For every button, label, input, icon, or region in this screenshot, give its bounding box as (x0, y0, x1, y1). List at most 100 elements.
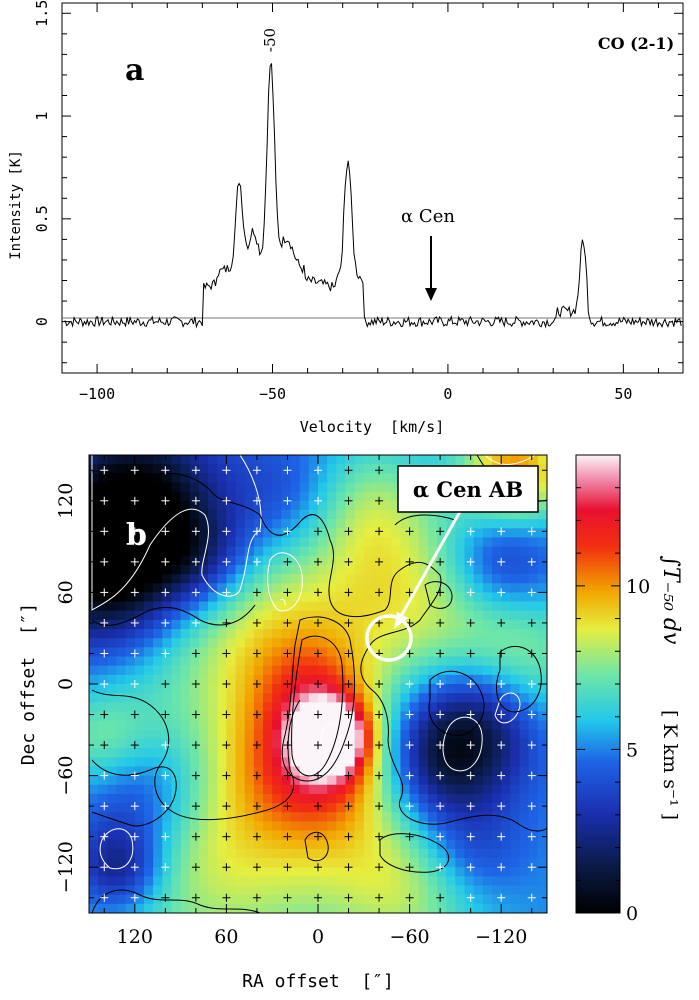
map-cell (235, 665, 246, 676)
map-cell (244, 647, 255, 658)
map-cell (372, 601, 383, 612)
map-cell (153, 830, 163, 841)
map-cell (281, 894, 292, 905)
map-cell (409, 574, 420, 584)
map-cell (189, 720, 200, 731)
map-cell (455, 647, 466, 658)
map-cell (437, 803, 447, 813)
map-cell (180, 656, 191, 667)
map-cell (171, 601, 182, 612)
map-cell (226, 610, 237, 621)
spectrum-ylabel: Intensity [K] (8, 150, 24, 260)
map-cell (226, 821, 237, 832)
map-cell (226, 812, 237, 822)
alpha-cen-label: α Cen (401, 206, 455, 227)
map-cell (134, 784, 145, 795)
map-cell (528, 455, 539, 465)
map-cell (253, 656, 264, 667)
map-cell (217, 482, 227, 493)
map-cell (281, 500, 292, 511)
map-cell (98, 564, 108, 575)
map-cell (290, 592, 301, 603)
contour-black-13 (91, 889, 261, 913)
map-cell (253, 464, 264, 474)
map-cell (107, 464, 118, 474)
map-cell (482, 885, 493, 896)
map-cell (98, 748, 108, 758)
map-cell (391, 665, 402, 676)
map-cell (89, 848, 99, 859)
map-cell (400, 757, 411, 768)
map-cell (98, 509, 108, 520)
map-cell (89, 619, 99, 630)
map-cell (235, 519, 246, 529)
map-cell (162, 638, 173, 648)
map-cell (455, 674, 466, 685)
map-cell (107, 867, 118, 877)
map-cell (354, 629, 365, 639)
map-cell (318, 500, 328, 511)
panel-label-b: b (126, 518, 147, 553)
map-cell (382, 564, 392, 575)
map-cell (464, 619, 475, 630)
map-cell (400, 519, 411, 529)
map-cell (464, 656, 475, 667)
map-cell (143, 894, 154, 905)
map-cell (363, 537, 374, 548)
map-cell (189, 793, 200, 804)
map-cell (437, 455, 447, 465)
map-cell (492, 555, 502, 566)
map-cell (382, 555, 392, 566)
map-cell (464, 684, 475, 694)
map-cell (217, 821, 227, 832)
map-cell (116, 693, 127, 703)
map-cell (208, 464, 218, 474)
map-cell (290, 500, 301, 511)
map-cell (263, 766, 273, 777)
map-cell (473, 885, 484, 896)
map-cell (446, 903, 456, 913)
spectrum-x-tick-label: 50 (614, 385, 632, 403)
map-cell (473, 839, 484, 850)
map-cell (528, 528, 539, 539)
map-cell (464, 738, 475, 749)
map-cell (281, 473, 292, 484)
map-cell (217, 858, 227, 868)
map-cell (318, 665, 328, 676)
map-cell (253, 519, 264, 529)
map-cell (519, 793, 530, 804)
map-cell (198, 464, 209, 474)
map-cell (427, 583, 438, 593)
map-cell (492, 793, 502, 804)
map-cell (134, 455, 145, 465)
map-cell (354, 674, 365, 685)
map-cell (409, 885, 420, 896)
map-cell (244, 858, 255, 868)
map-cell (153, 491, 163, 502)
map-cell (244, 775, 255, 786)
map-cell (464, 564, 475, 575)
map-cell (345, 775, 356, 786)
map-cell (391, 766, 402, 777)
map-cell (446, 555, 456, 566)
map-cell (143, 839, 154, 850)
map-cell (299, 656, 310, 667)
map-cell (409, 748, 420, 758)
map-cell (409, 564, 420, 575)
map-cell (409, 702, 420, 713)
map-cell (198, 793, 209, 804)
map-cell (409, 656, 420, 667)
map-cell (299, 601, 310, 612)
contour-white-6 (99, 828, 134, 870)
map-cell (464, 784, 475, 795)
map-cell (208, 647, 218, 658)
map-cell (217, 693, 227, 703)
map-cell (510, 784, 521, 795)
map-cell (171, 867, 182, 877)
map-cell (345, 647, 356, 658)
map-cell (345, 812, 356, 822)
map-cell (437, 729, 447, 740)
map-cell (336, 455, 347, 465)
map-cell (327, 500, 337, 511)
map-cell (125, 665, 136, 676)
